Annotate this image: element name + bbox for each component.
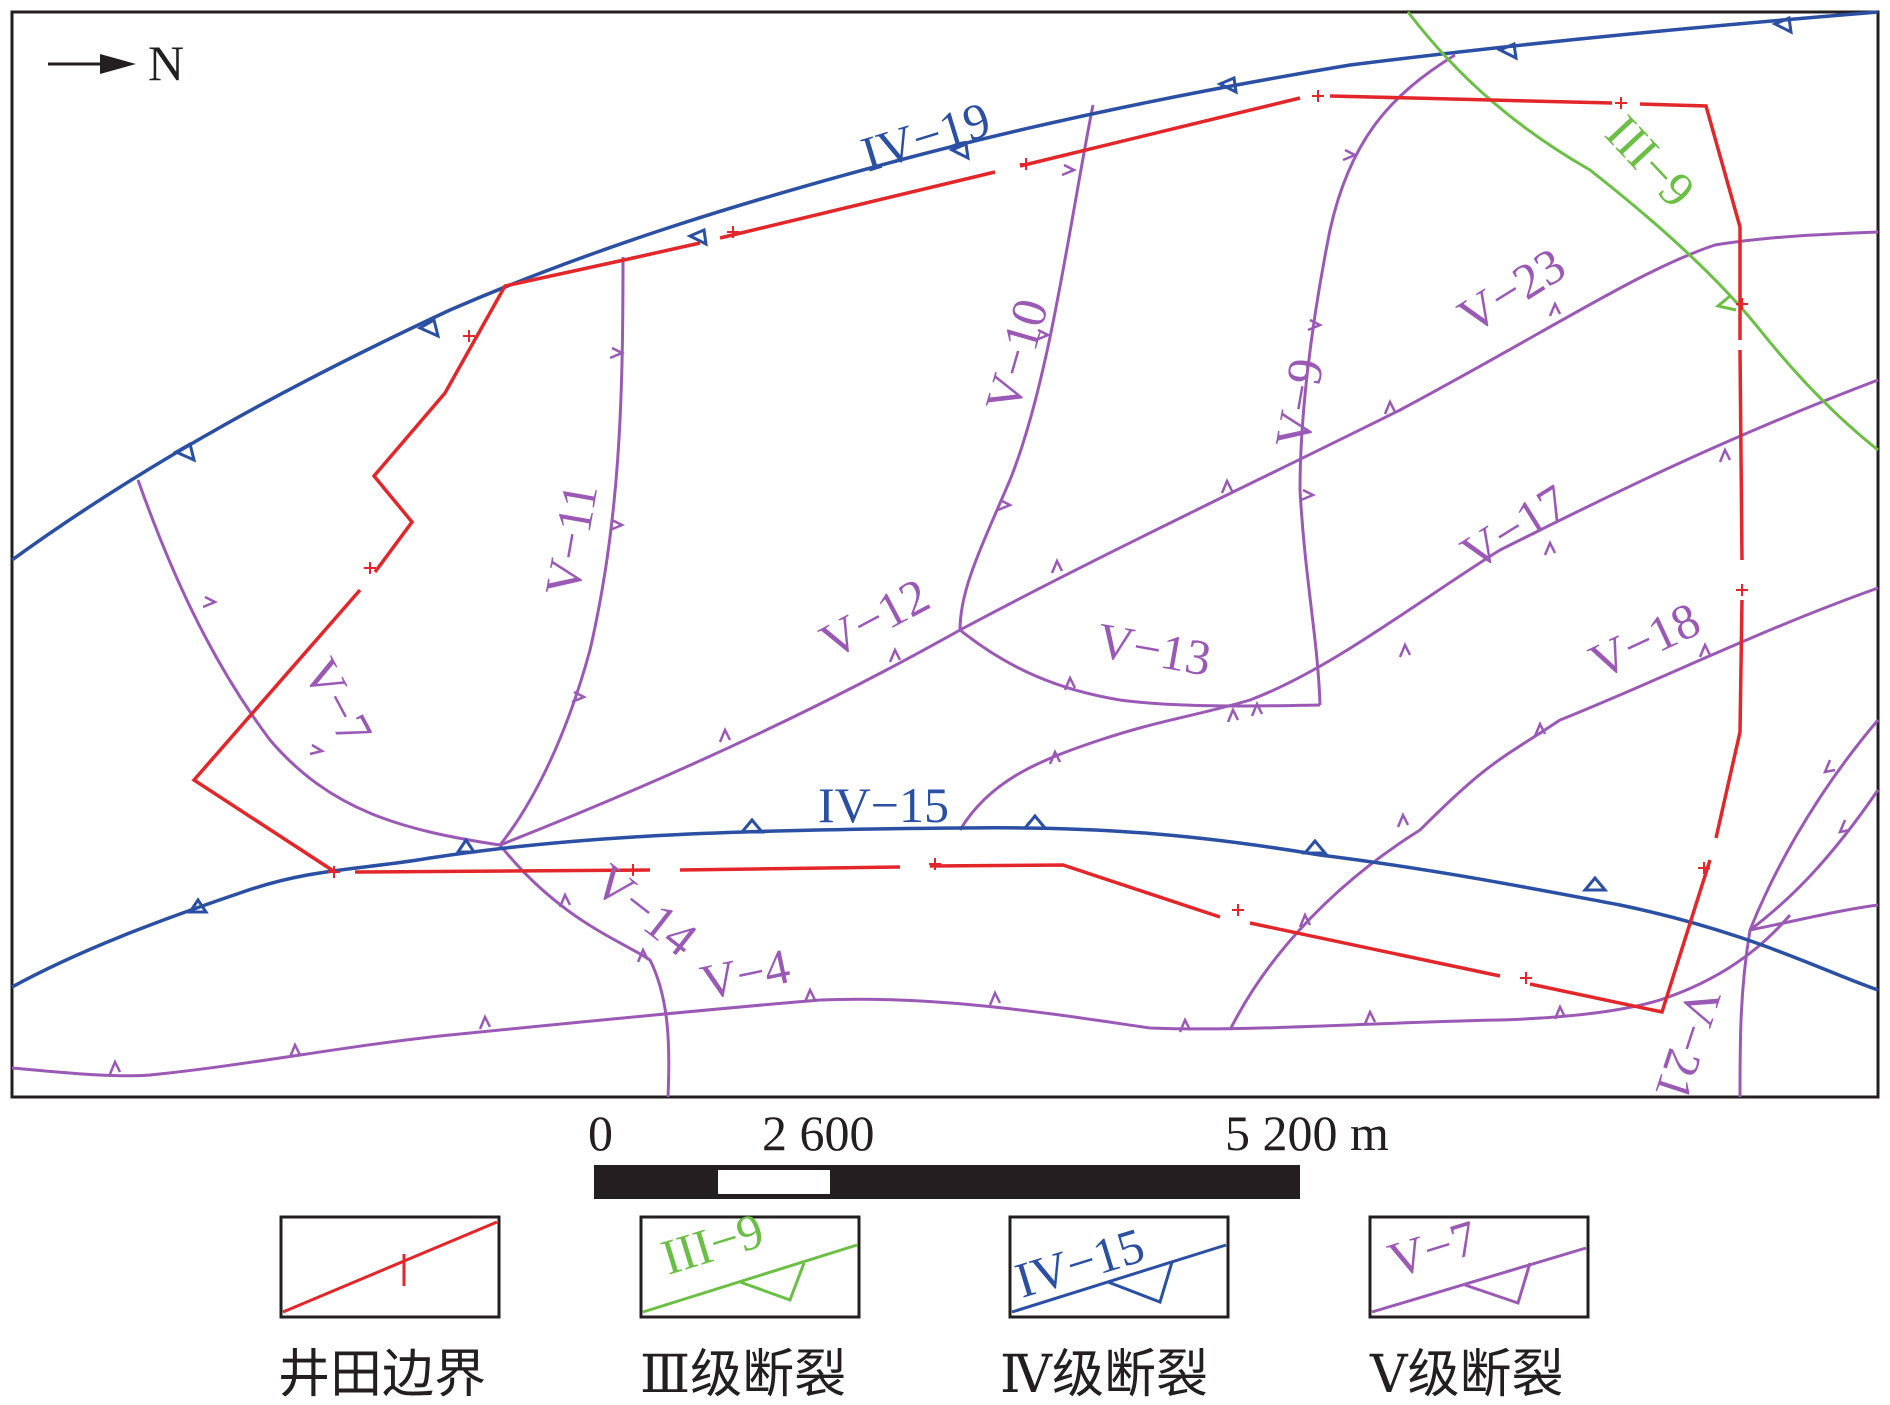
fault-v4-line <box>11 914 1792 1078</box>
legend-sample-iii: III−9 <box>655 1202 770 1286</box>
grade-iv-ticks <box>172 15 1793 914</box>
legend-item-grade-iii: III−9 Ⅲ级断裂 <box>639 1202 861 1405</box>
legend-item-grade-v: V−7 Ⅴ级断裂 <box>1368 1209 1590 1405</box>
fault-v21-line <box>1738 719 1880 1098</box>
label-v4: V−4 <box>696 937 795 1010</box>
label-iv19: IV−19 <box>855 91 997 183</box>
fault-iv15-line <box>11 825 1879 992</box>
fault-iii9-tick <box>1714 294 1737 312</box>
label-iv15: IV−15 <box>818 777 949 833</box>
fault-v9-line <box>1298 53 1456 706</box>
legend-sample-v: V−7 <box>1382 1209 1484 1289</box>
fault-v7-line <box>136 479 501 847</box>
scale-bar: 0 2 600 5 200 m <box>588 1105 1389 1199</box>
label-v11: V−11 <box>534 479 609 599</box>
fault-v12-v23-line <box>499 230 1879 847</box>
grade-v-faults <box>11 53 1880 1098</box>
label-iii9: III−9 <box>1595 104 1706 218</box>
legend: 井田边界 III−9 Ⅲ级断裂 IV−15 Ⅳ级断裂 V−7 Ⅴ级断裂 <box>278 1202 1590 1405</box>
scale-label-start: 0 <box>588 1105 613 1161</box>
boundary-crosses <box>328 90 1748 984</box>
fault-v18-line <box>1228 586 1879 1031</box>
scale-label-end: 5 200 m <box>1225 1105 1389 1161</box>
legend-label-grade-iv: Ⅳ级断裂 <box>1000 1345 1208 1405</box>
label-v7: V−7 <box>292 649 383 754</box>
fault-iii9-line <box>1406 11 1879 452</box>
north-arrow: N <box>48 35 184 91</box>
legend-label-boundary: 井田边界 <box>278 1345 486 1405</box>
label-v13: V−13 <box>1093 612 1215 687</box>
label-v9: V−9 <box>1264 354 1335 452</box>
grade-iv-faults <box>10 10 1879 992</box>
map-frame <box>10 10 1880 1099</box>
fault-v10-line <box>958 104 1095 631</box>
grade-iii-fault <box>1406 11 1879 452</box>
legend-label-grade-iii: Ⅲ级断裂 <box>640 1345 846 1405</box>
label-v18: V−18 <box>1581 591 1708 690</box>
boundary-line <box>191 94 1744 1015</box>
grade-v-ticks <box>108 148 1851 1075</box>
legend-sample-iv: IV−15 <box>1009 1217 1151 1309</box>
fault-v13-line <box>959 628 1321 708</box>
fault-v17-line <box>958 378 1879 831</box>
north-label: N <box>148 35 184 91</box>
fault-v21-branch <box>1749 789 1880 932</box>
legend-label-grade-v: Ⅴ级断裂 <box>1369 1345 1564 1405</box>
legend-item-boundary: 井田边界 <box>278 1215 501 1405</box>
label-v23: V−23 <box>1448 236 1575 344</box>
label-v17: V−17 <box>1451 473 1578 581</box>
mine-boundary <box>191 94 1744 1015</box>
fault-v14-line <box>498 844 671 1098</box>
scale-label-mid: 2 600 <box>762 1105 875 1161</box>
legend-item-grade-iv: IV−15 Ⅳ级断裂 <box>1000 1215 1230 1405</box>
fault-iv19-line <box>10 10 1879 562</box>
fault-v11-line <box>498 256 625 846</box>
